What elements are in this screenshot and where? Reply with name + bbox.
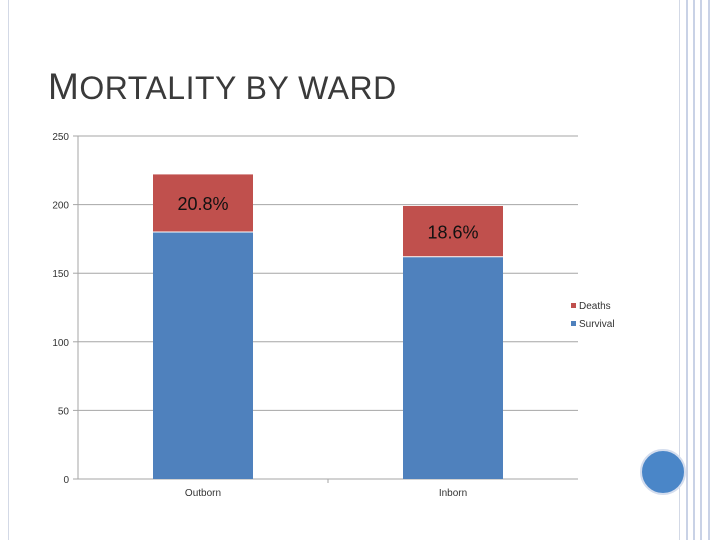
bar-survival-outborn [153, 232, 253, 479]
data-label: 20.8% [177, 194, 228, 214]
y-tick-label: 200 [52, 201, 69, 212]
data-label: 18.6% [427, 222, 478, 242]
x-category-label: Inborn [439, 488, 467, 499]
y-tick-label: 0 [63, 475, 69, 486]
decorative-stripes [686, 0, 712, 540]
bar-survival-inborn [403, 256, 503, 479]
slide-title: MORTALITY BY WARD [48, 66, 397, 108]
title-rest: ORTALITY BY WARD [79, 70, 397, 106]
y-tick-label: 250 [52, 132, 69, 143]
y-tick-label: 50 [58, 406, 70, 417]
legend-swatch-deaths [571, 303, 576, 308]
bar-deaths-inborn [403, 205, 503, 257]
y-tick-label: 150 [52, 269, 69, 280]
title-first-letter: M [48, 66, 80, 107]
legend-label-survival: Survival [579, 319, 615, 330]
slide-frame [8, 0, 680, 540]
legend-label-deaths: Deaths [579, 301, 611, 312]
decorative-circle-icon [640, 449, 686, 495]
legend-swatch-survival [571, 321, 576, 326]
y-tick-label: 100 [52, 338, 69, 349]
x-category-label: Outborn [185, 488, 221, 499]
bar-deaths-outborn [153, 174, 253, 233]
